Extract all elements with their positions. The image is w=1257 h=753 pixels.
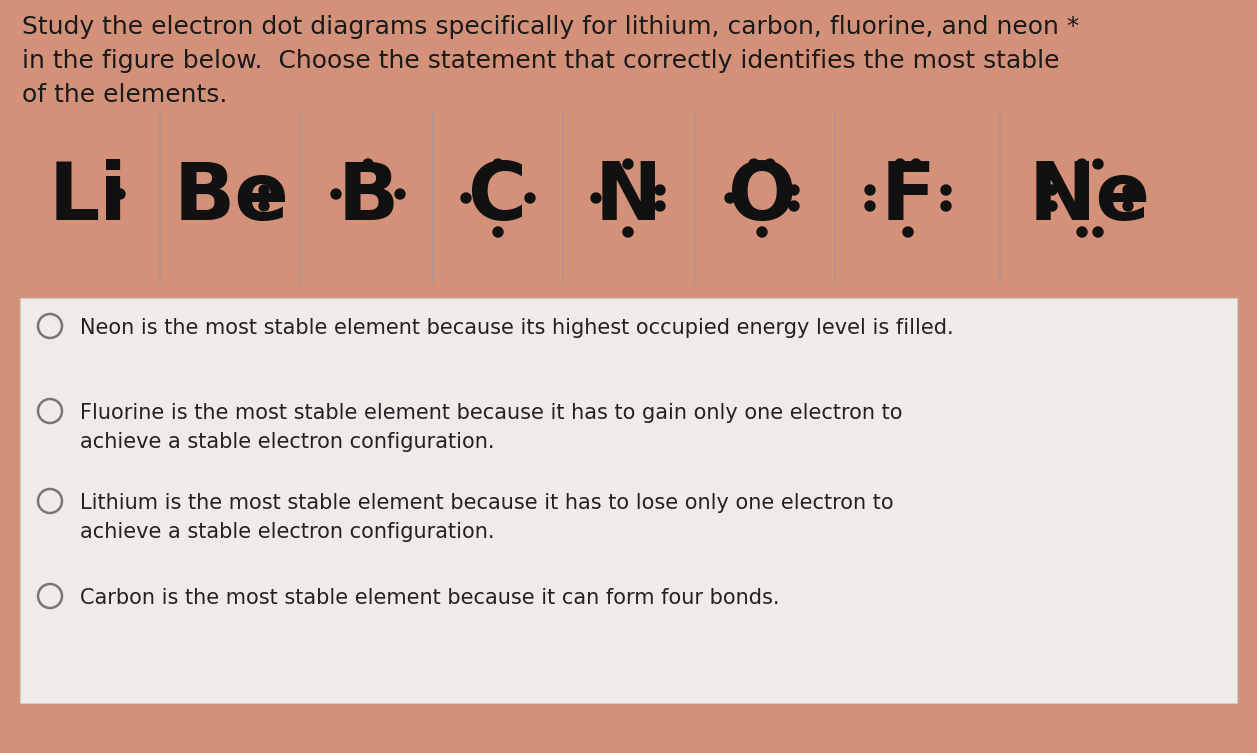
- Text: Ne: Ne: [1029, 159, 1151, 237]
- Text: C: C: [469, 159, 528, 237]
- Text: Study the electron dot diagrams specifically for lithium, carbon, fluorine, and : Study the electron dot diagrams specific…: [23, 15, 1080, 39]
- Circle shape: [395, 189, 405, 199]
- Circle shape: [259, 201, 269, 211]
- Circle shape: [911, 159, 921, 169]
- Circle shape: [1047, 185, 1057, 195]
- Text: Carbon is the most stable element because it can form four bonds.: Carbon is the most stable element becaus…: [80, 588, 779, 608]
- Circle shape: [493, 227, 503, 237]
- Text: Li: Li: [49, 159, 127, 237]
- Text: F: F: [880, 159, 935, 237]
- Circle shape: [1077, 227, 1087, 237]
- Text: Neon is the most stable element because its highest occupied energy level is fil: Neon is the most stable element because …: [80, 318, 954, 338]
- Text: of the elements.: of the elements.: [23, 83, 228, 107]
- Text: in the figure below.  Choose the statement that correctly identifies the most st: in the figure below. Choose the statemen…: [23, 49, 1060, 73]
- Circle shape: [655, 185, 665, 195]
- Circle shape: [766, 159, 776, 169]
- Circle shape: [895, 159, 905, 169]
- Circle shape: [789, 201, 799, 211]
- Circle shape: [1094, 227, 1102, 237]
- Circle shape: [591, 193, 601, 203]
- Circle shape: [259, 185, 269, 195]
- Circle shape: [114, 189, 124, 199]
- Circle shape: [461, 193, 471, 203]
- Text: Fluorine is the most stable element because it has to gain only one electron to
: Fluorine is the most stable element beca…: [80, 403, 903, 452]
- Circle shape: [865, 185, 875, 195]
- Circle shape: [903, 227, 913, 237]
- Circle shape: [941, 201, 952, 211]
- Text: Be: Be: [173, 159, 290, 237]
- Circle shape: [363, 159, 373, 169]
- Text: Lithium is the most stable element because it has to lose only one electron to
a: Lithium is the most stable element becau…: [80, 493, 894, 542]
- Text: O: O: [728, 159, 796, 237]
- Circle shape: [1123, 185, 1133, 195]
- Circle shape: [1123, 201, 1133, 211]
- Circle shape: [623, 159, 634, 169]
- Text: N: N: [595, 159, 661, 237]
- Circle shape: [941, 185, 952, 195]
- Circle shape: [757, 227, 767, 237]
- Circle shape: [331, 189, 341, 199]
- Text: B: B: [337, 159, 398, 237]
- Circle shape: [655, 201, 665, 211]
- Circle shape: [725, 193, 735, 203]
- FancyBboxPatch shape: [20, 298, 1237, 703]
- Circle shape: [865, 201, 875, 211]
- Circle shape: [1094, 159, 1102, 169]
- Circle shape: [1047, 201, 1057, 211]
- Circle shape: [1077, 159, 1087, 169]
- Circle shape: [525, 193, 535, 203]
- Circle shape: [749, 159, 759, 169]
- Circle shape: [623, 227, 634, 237]
- Circle shape: [493, 159, 503, 169]
- Circle shape: [789, 185, 799, 195]
